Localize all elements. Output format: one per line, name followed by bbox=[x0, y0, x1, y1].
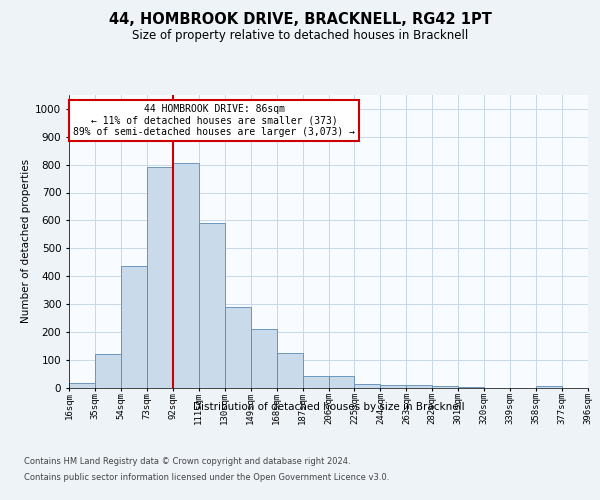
Bar bbox=[199, 223, 224, 388]
Bar bbox=[536, 386, 562, 388]
Bar bbox=[433, 386, 458, 388]
Y-axis label: Number of detached properties: Number of detached properties bbox=[21, 159, 31, 324]
Text: Distribution of detached houses by size in Bracknell: Distribution of detached houses by size … bbox=[193, 402, 464, 412]
Bar bbox=[355, 384, 380, 388]
Bar bbox=[380, 384, 406, 388]
Bar bbox=[458, 386, 484, 388]
Text: 44 HOMBROOK DRIVE: 86sqm
← 11% of detached houses are smaller (373)
89% of semi-: 44 HOMBROOK DRIVE: 86sqm ← 11% of detach… bbox=[73, 104, 355, 137]
Bar bbox=[225, 306, 251, 388]
Text: Size of property relative to detached houses in Bracknell: Size of property relative to detached ho… bbox=[132, 29, 468, 42]
Bar bbox=[69, 384, 95, 388]
Bar bbox=[147, 168, 173, 388]
Bar bbox=[173, 163, 199, 388]
Text: 44, HOMBROOK DRIVE, BRACKNELL, RG42 1PT: 44, HOMBROOK DRIVE, BRACKNELL, RG42 1PT bbox=[109, 12, 491, 28]
Bar bbox=[95, 354, 121, 388]
Bar bbox=[406, 384, 432, 388]
Text: Contains HM Land Registry data © Crown copyright and database right 2024.: Contains HM Land Registry data © Crown c… bbox=[24, 458, 350, 466]
Bar bbox=[251, 329, 277, 388]
Bar bbox=[277, 352, 302, 388]
Bar bbox=[302, 376, 329, 388]
Bar bbox=[329, 376, 355, 388]
Text: Contains public sector information licensed under the Open Government Licence v3: Contains public sector information licen… bbox=[24, 472, 389, 482]
Bar bbox=[121, 266, 147, 388]
